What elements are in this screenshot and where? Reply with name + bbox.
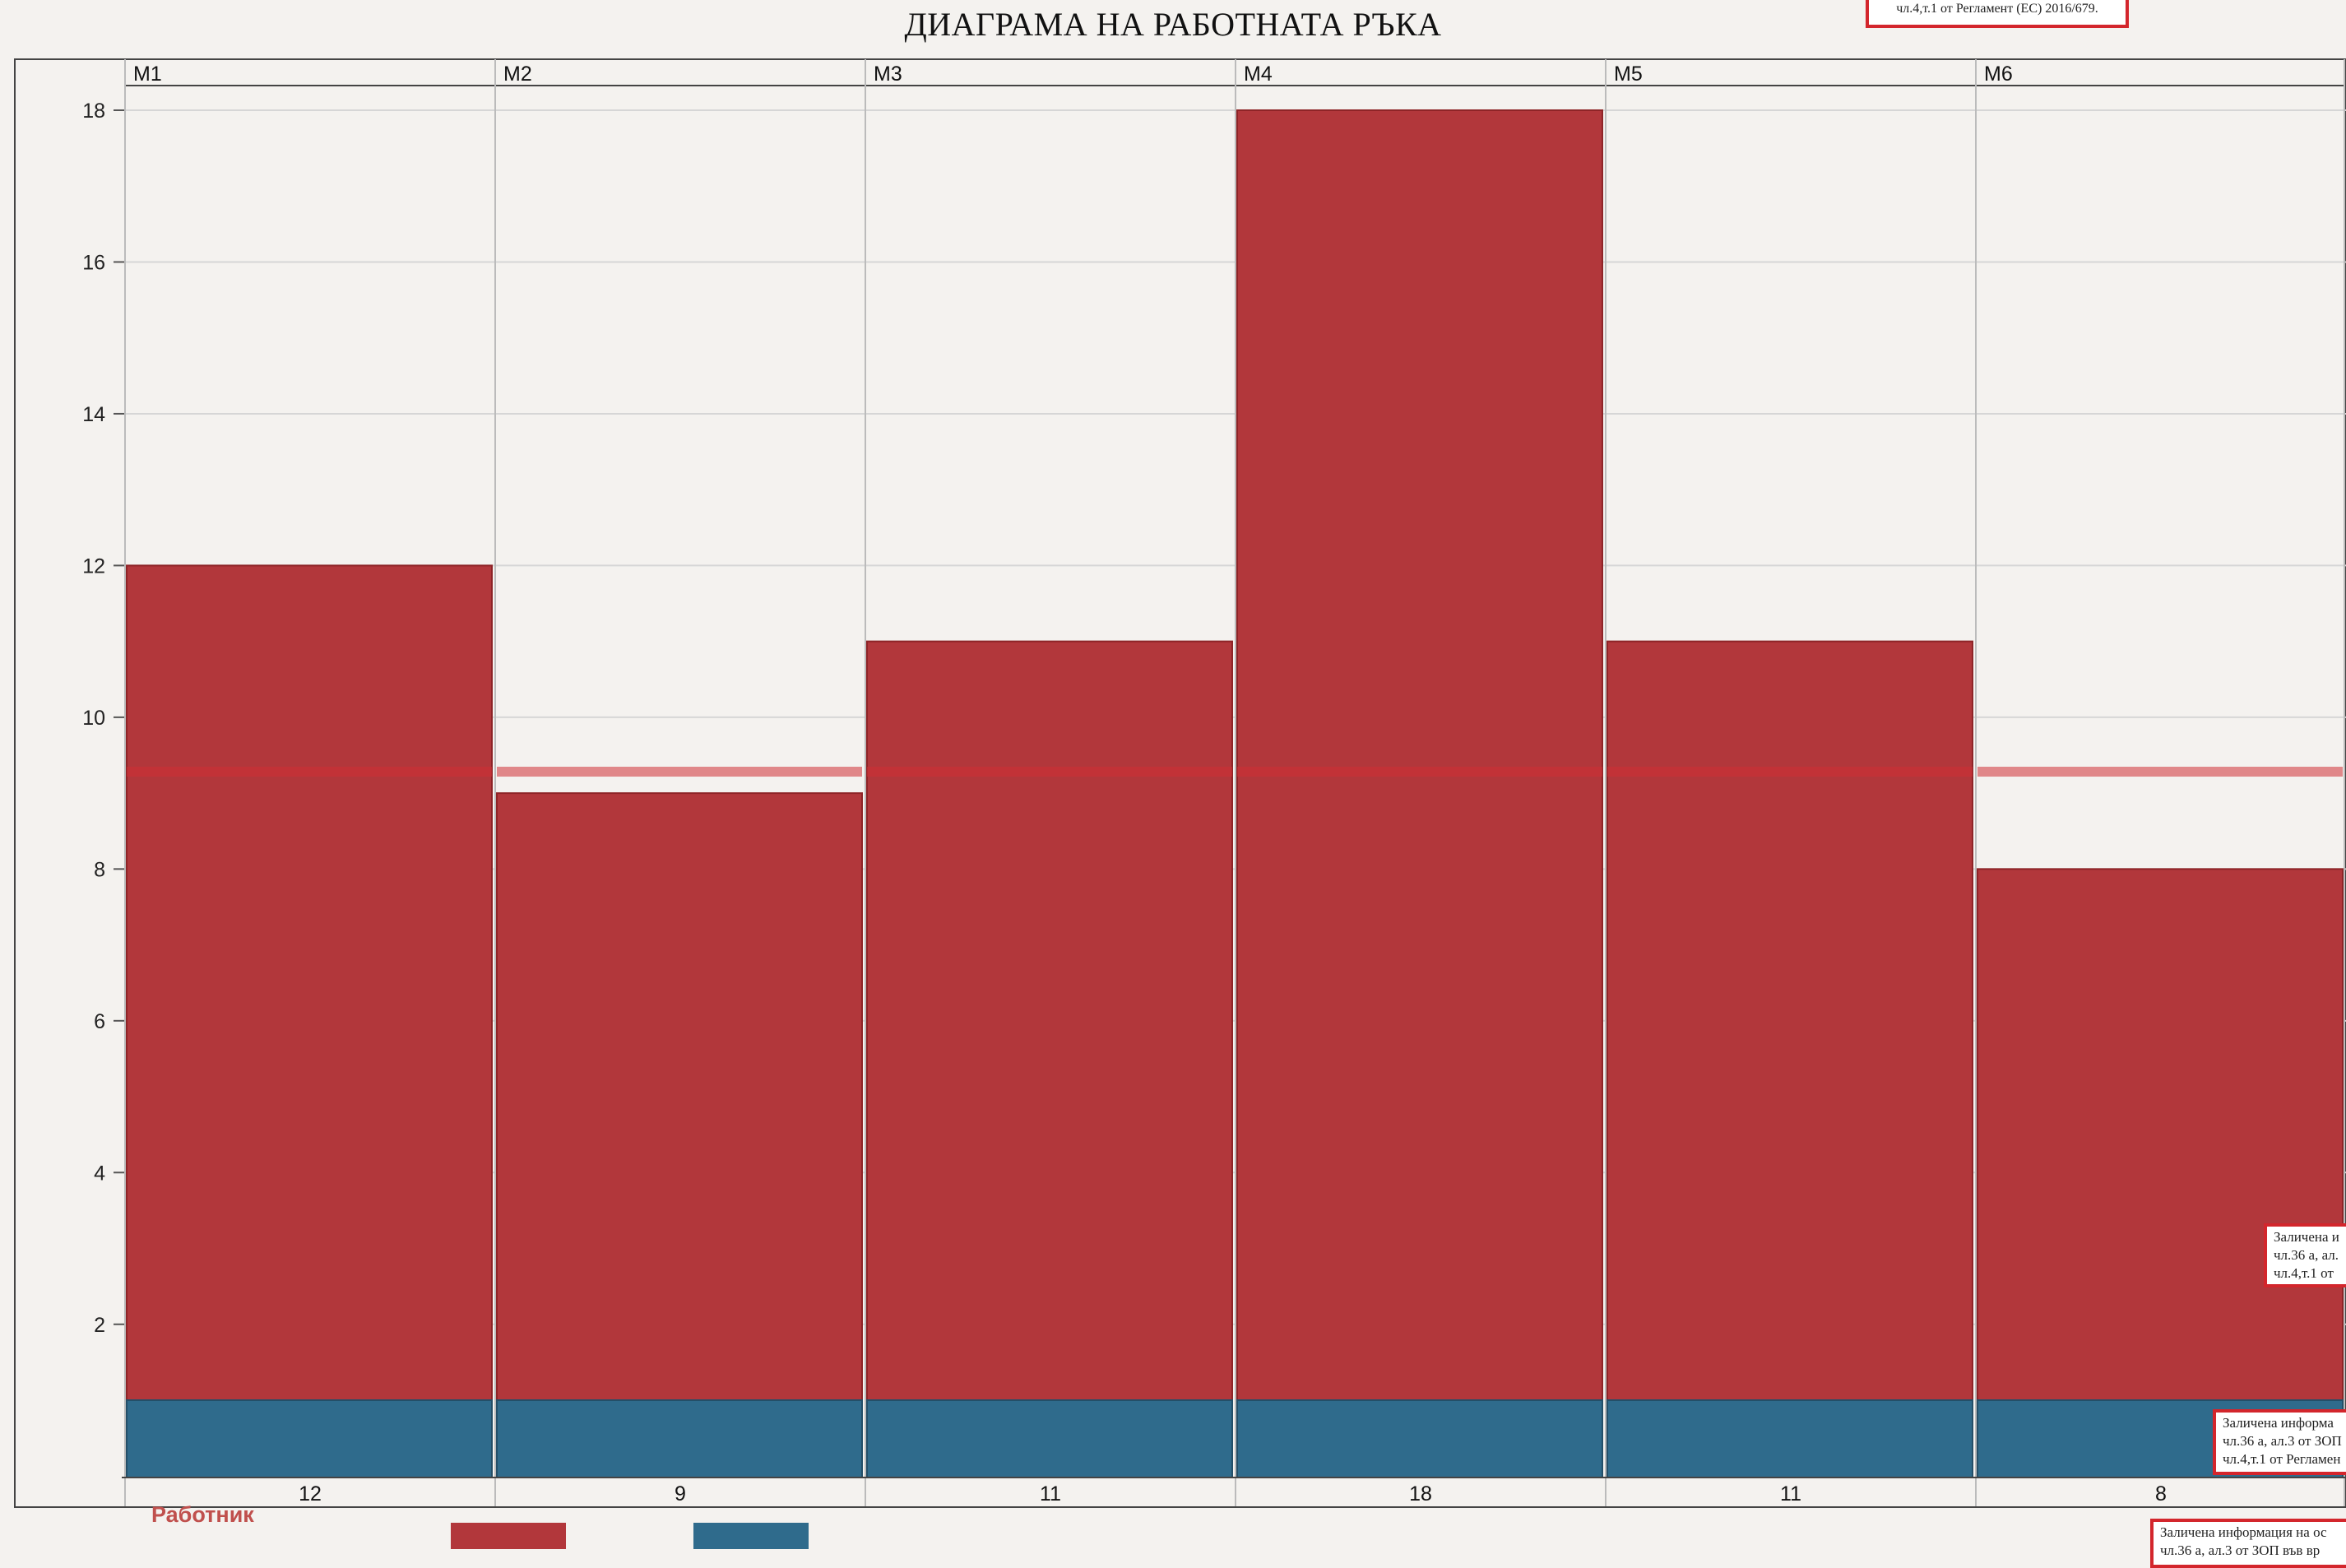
data-table-value: 18 — [1409, 1482, 1432, 1505]
bar-base-band — [866, 1399, 1233, 1478]
legend-swatch-blue — [693, 1523, 809, 1549]
bar-base-band — [1236, 1399, 1603, 1478]
stamp-line: чл.36 а, ал.3 от ЗОП — [2223, 1433, 2342, 1449]
legend-swatch-red — [451, 1523, 566, 1549]
redaction-stamp-bottom: Заличена информация на ос чл.36 а, ал.3 … — [2150, 1519, 2346, 1568]
y-tick-label: 2 — [94, 1314, 105, 1337]
data-table-value: 9 — [675, 1482, 686, 1505]
category-label: M5 — [1614, 63, 1643, 86]
bar-streak — [127, 767, 492, 777]
y-tick-label: 4 — [94, 1162, 105, 1185]
bar-worker — [496, 792, 863, 1401]
bar-base-band — [496, 1399, 863, 1478]
y-tick-label: 18 — [82, 100, 105, 123]
chart-title: ДИАГРАМА НА РАБОТНАТА РЪКА — [904, 6, 1442, 43]
bar-worker — [1236, 109, 1603, 1401]
y-tick-label: 6 — [94, 1010, 105, 1033]
data-table-value: 8 — [2155, 1482, 2167, 1505]
category-label: M1 — [133, 63, 162, 86]
bar-worker — [126, 564, 493, 1401]
bar-base-band — [1606, 1399, 1973, 1478]
data-table-value: 12 — [299, 1482, 322, 1505]
bar-base-band — [126, 1399, 493, 1478]
category-label: M3 — [874, 63, 902, 86]
bar-worker — [866, 640, 1233, 1401]
data-table-value: 11 — [1040, 1482, 1061, 1505]
bar-streak — [1237, 767, 1602, 777]
category-label: M6 — [1984, 63, 2013, 86]
bar-worker — [1606, 640, 1973, 1401]
redaction-stamp-right-low: Заличена информа чл.36 а, ал.3 от ЗОП чл… — [2213, 1409, 2346, 1475]
y-tick-label: 14 — [82, 403, 105, 426]
y-tick-label: 10 — [82, 707, 105, 730]
category-label: M4 — [1244, 63, 1273, 86]
bar-streak — [867, 767, 1232, 777]
redaction-stamp-top: чл.4,т.1 от Регламент (ЕС) 2016/679. — [1866, 0, 2129, 28]
stamp-line: Заличена информа — [2223, 1415, 2334, 1431]
category-label: M2 — [503, 63, 532, 86]
stamp-line: чл.4,т.1 от Регламент (ЕС) 2016/679. — [1896, 2, 2098, 16]
stamp-line: Заличена информация на ос — [2160, 1524, 2327, 1540]
bar-streak — [1977, 767, 2343, 777]
redaction-stamp-right-mid: Заличена и чл.36 а, ал. чл.4,т.1 от — [2264, 1223, 2346, 1287]
bar-streak — [497, 767, 862, 777]
stamp-line: чл.36 а, ал. — [2274, 1247, 2339, 1263]
y-tick-label: 8 — [94, 858, 105, 881]
y-tick-label: 12 — [82, 554, 105, 578]
legend-label-worker: Работник — [151, 1502, 254, 1527]
y-tick-label: 16 — [82, 251, 105, 274]
stamp-line: чл.4,т.1 от Регламен — [2223, 1451, 2341, 1467]
data-table-value: 11 — [1780, 1482, 1801, 1505]
bar-streak — [1607, 767, 1973, 777]
bar-worker — [1977, 868, 2344, 1401]
stamp-line: чл.36 а, ал.3 от ЗОП във вр — [2160, 1542, 2320, 1558]
stamp-line: чл.4,т.1 от — [2274, 1265, 2334, 1281]
stamp-line: Заличена и — [2274, 1229, 2339, 1245]
